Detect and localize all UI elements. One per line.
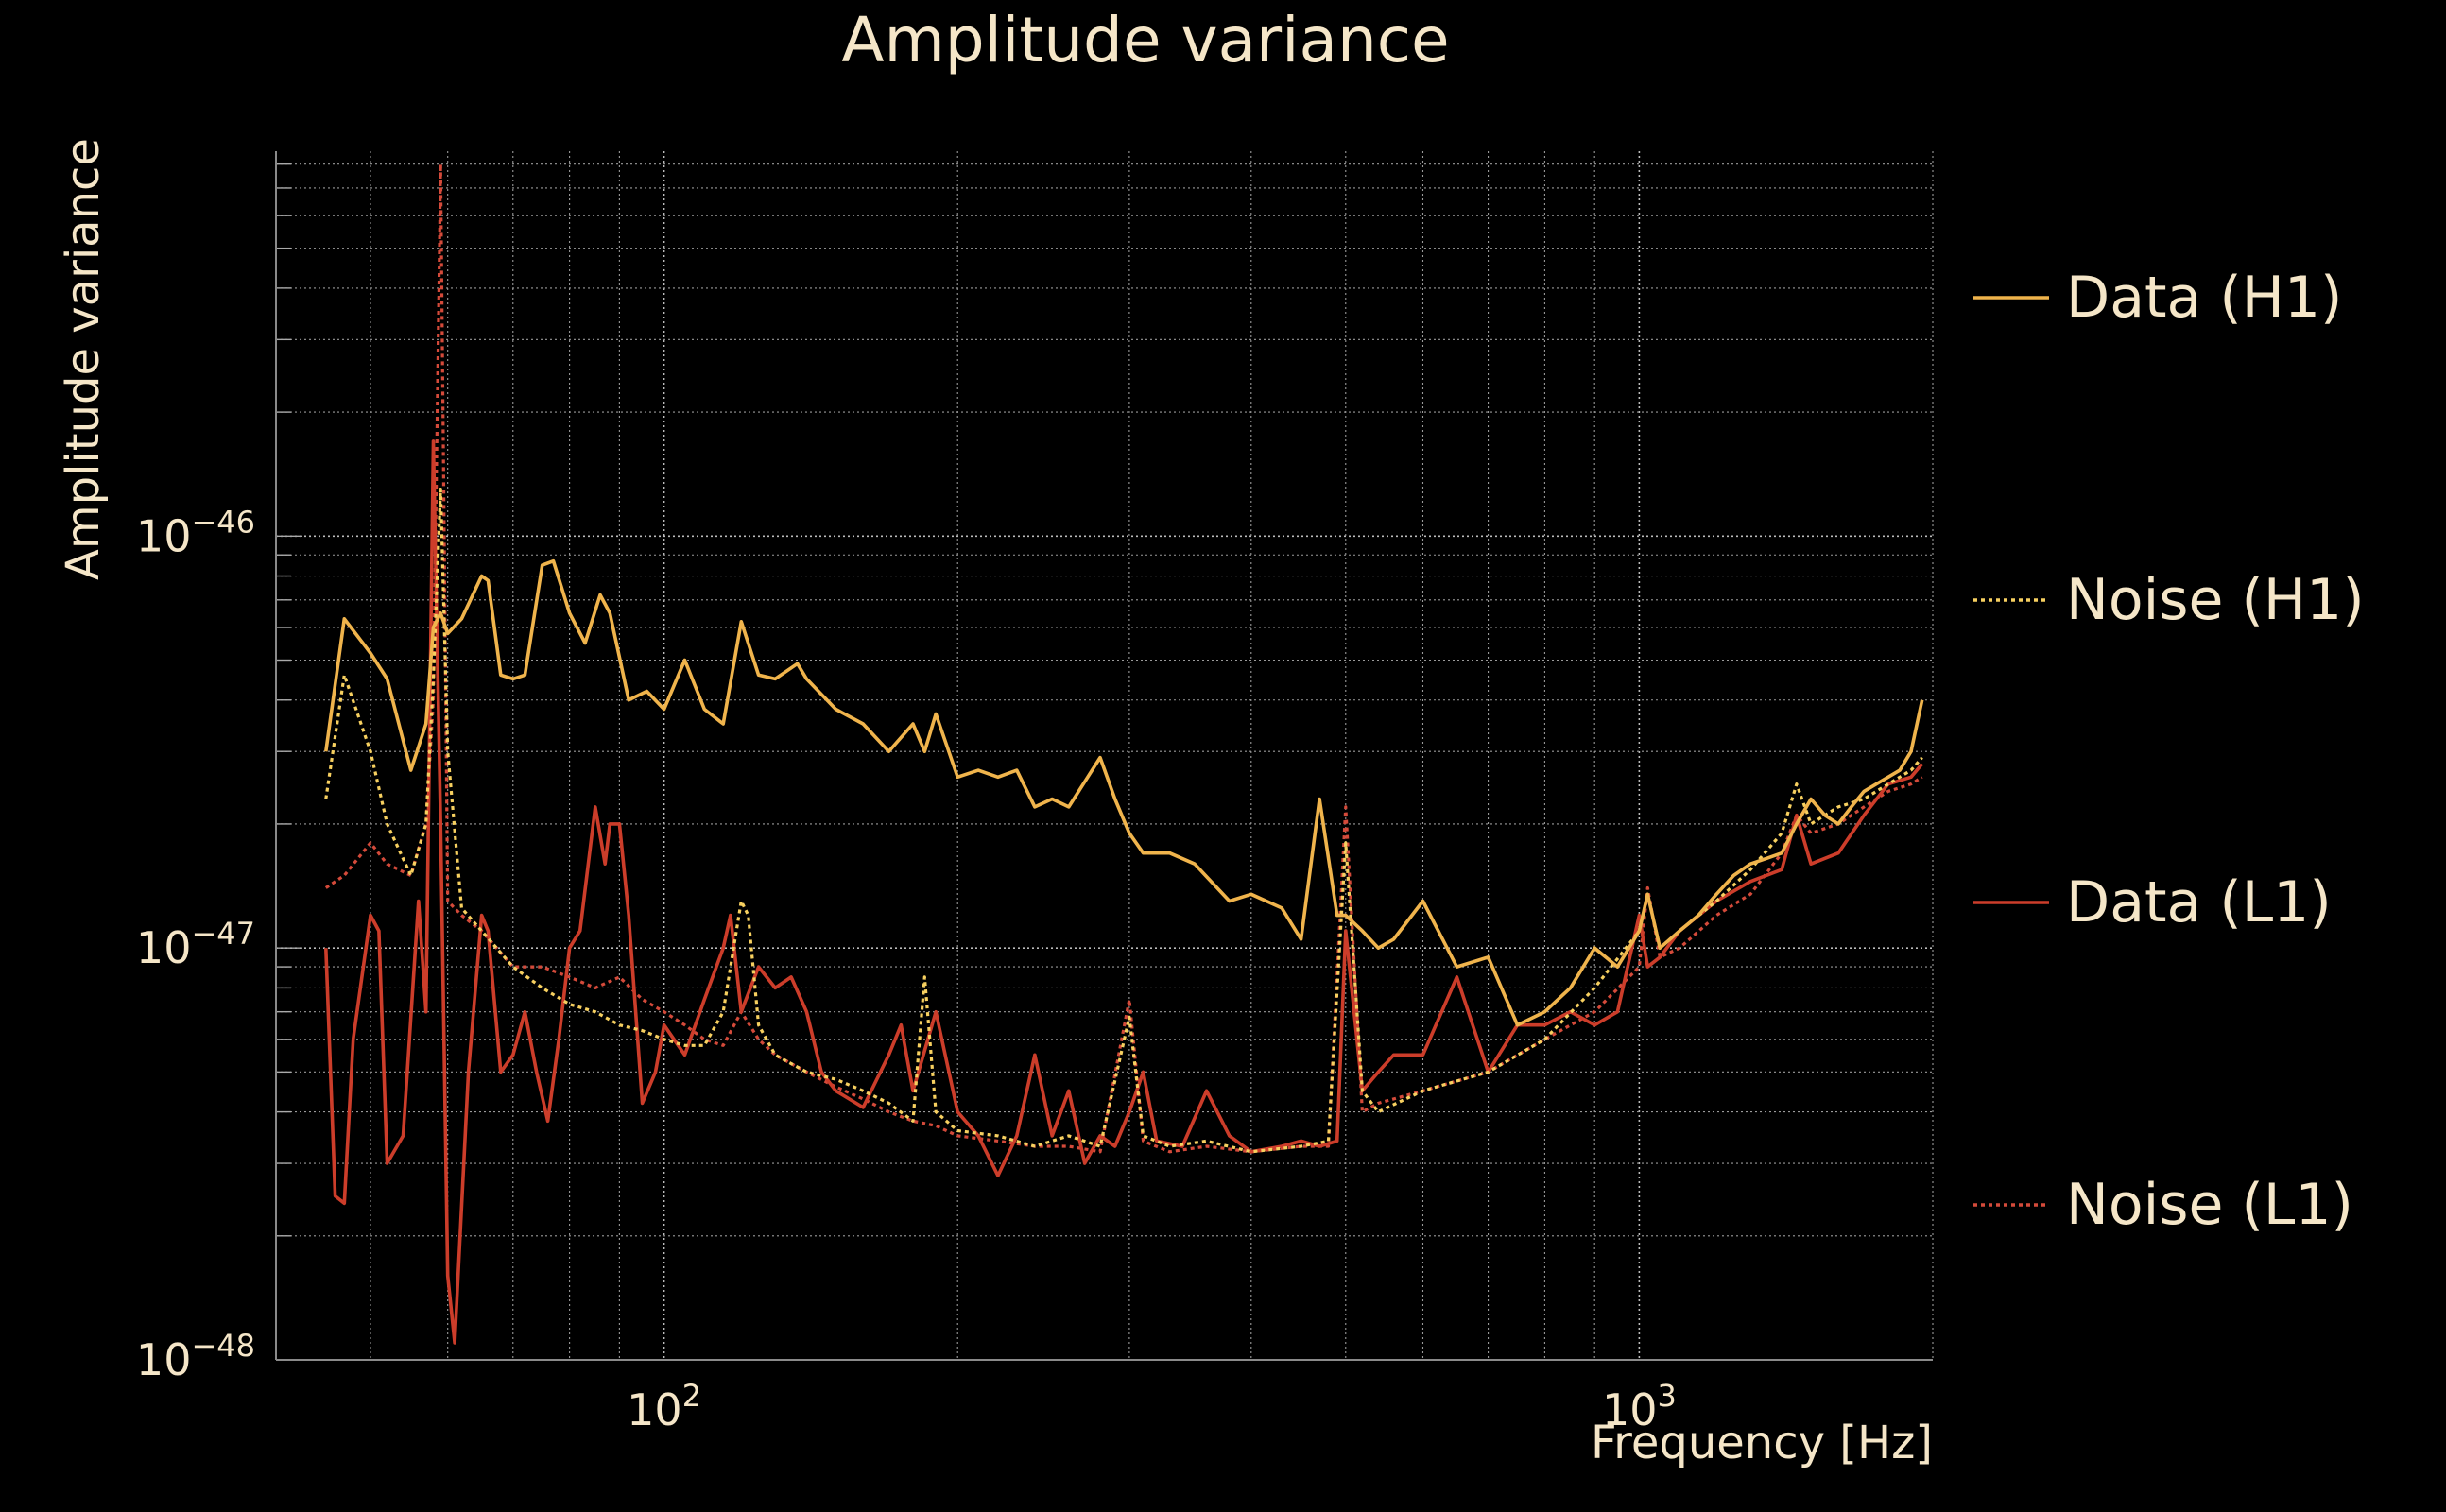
grid-lines — [275, 151, 1934, 1361]
y-tick-label: 10−48 — [136, 1328, 255, 1385]
x-tick-label: 102 — [627, 1378, 701, 1435]
series-line-4 — [324, 163, 1923, 1154]
legend-label: Data (L1) — [2066, 869, 2332, 936]
y-tick-label: 10−47 — [136, 916, 255, 973]
y-tick-label: 10−46 — [136, 504, 255, 561]
y-axis-label: Amplitude variance — [57, 138, 110, 580]
legend-label: Noise (H1) — [2066, 567, 2365, 633]
x-axis-label: Frequency [Hz] — [1591, 1417, 1933, 1469]
x-tick-label: 103 — [1602, 1378, 1677, 1435]
chart-title: Amplitude variance — [841, 4, 1449, 77]
series-lines — [324, 163, 1924, 1345]
series-line-1 — [324, 558, 1924, 1027]
tick-labels: 10−48 10−47 10−46 102 103 — [136, 504, 1677, 1435]
legend-label: Noise (L1) — [2066, 1172, 2353, 1238]
legend-label: Data (H1) — [2066, 265, 2342, 331]
series-line-3 — [324, 439, 1924, 1345]
legend: Data (H1) Noise (H1) Data (L1) Noise (L1) — [1973, 265, 2365, 1238]
